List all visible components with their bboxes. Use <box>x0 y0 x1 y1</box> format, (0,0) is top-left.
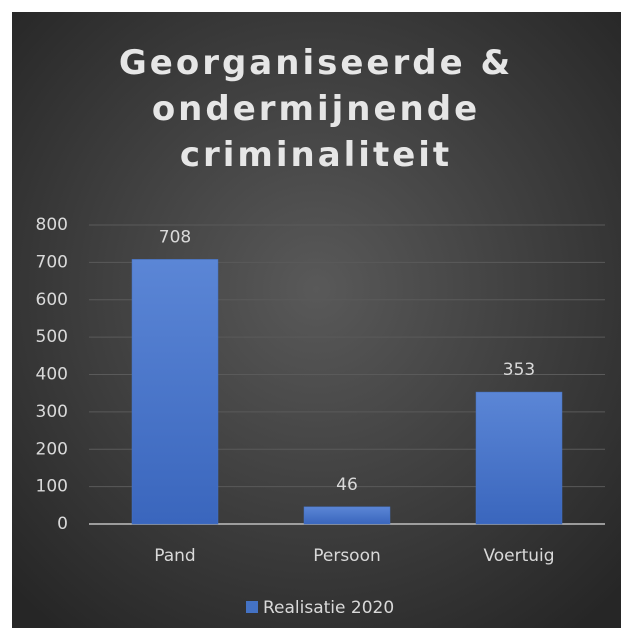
y-tick-label: 400 <box>36 365 68 385</box>
y-tick-label: 0 <box>57 514 68 534</box>
data-label: 708 <box>159 227 191 247</box>
y-tick-label: 500 <box>36 327 68 347</box>
data-label: 353 <box>503 360 535 380</box>
y-tick-label: 600 <box>36 290 68 310</box>
legend-label: Realisatie 2020 <box>263 598 394 618</box>
y-tick-label: 800 <box>36 215 68 235</box>
y-tick-label: 200 <box>36 439 68 459</box>
y-tick-label: 100 <box>36 477 68 497</box>
y-tick-label: 300 <box>36 402 68 422</box>
x-tick-label: Persoon <box>313 546 381 566</box>
chart-title: Georganiseerde & ondermijnende criminali… <box>118 43 514 175</box>
bar <box>303 506 391 525</box>
x-tick-label: Voertuig <box>483 546 554 566</box>
bar <box>475 391 563 525</box>
data-label: 46 <box>336 475 358 495</box>
x-tick-label: Pand <box>154 546 195 566</box>
bar <box>131 259 219 525</box>
y-tick-label: 700 <box>36 252 68 272</box>
legend-swatch <box>246 601 258 613</box>
background <box>12 12 621 628</box>
